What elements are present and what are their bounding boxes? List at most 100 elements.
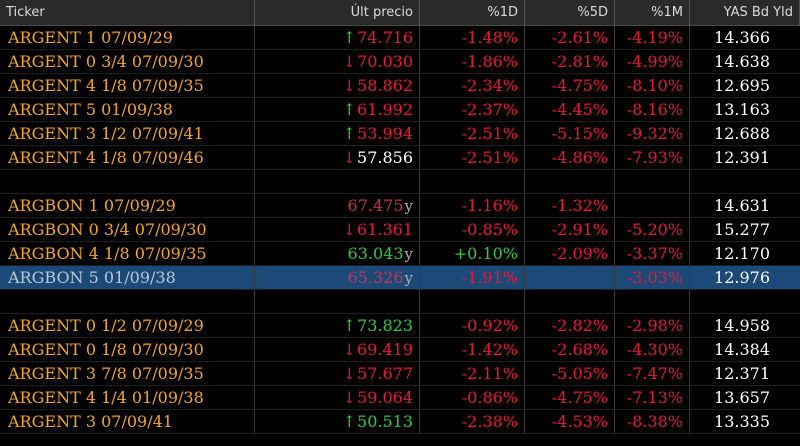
ticker-cell[interactable]: ARGBON 5 01/09/38 <box>0 266 255 289</box>
header-yas-bond-yield[interactable]: YAS Bd Yld <box>690 0 800 25</box>
empty-cell <box>690 290 800 313</box>
change-1d-cell: -1.86% <box>420 50 525 73</box>
change-5d-cell: -4.53% <box>525 410 615 433</box>
change-1d-cell: -2.51% <box>420 122 525 145</box>
change-1d-cell: -1.42% <box>420 338 525 361</box>
change-1m-cell: -7.93% <box>615 146 690 169</box>
yield-cell: 12.170 <box>714 244 770 263</box>
change-1d-cell: -0.86% <box>420 386 525 409</box>
price-cell: ↓ 69.419 <box>255 338 420 361</box>
ticker-cell[interactable]: ARGBON 0 3/4 07/09/30 <box>0 218 255 241</box>
header-ticker[interactable]: Ticker <box>0 0 255 25</box>
yield-cell: 14.638 <box>714 52 770 71</box>
down-arrow-icon: ↓ <box>342 52 357 71</box>
ticker-cell[interactable]: ARGENT 0 1/2 07/09/29 <box>0 314 255 337</box>
change-1m-cell: -4.99% <box>615 50 690 73</box>
change-1d-cell: -2.38% <box>420 410 525 433</box>
change-5d-cell: -5.05% <box>525 362 615 385</box>
change-1m-cell: -8.16% <box>615 98 690 121</box>
table-row[interactable]: ARGENT 0 1/8 07/09/30 ↓ 69.419 -1.42% -2.… <box>0 338 800 362</box>
change-1d-cell: -2.51% <box>420 146 525 169</box>
ticker-cell[interactable]: ARGENT 1 07/09/29 <box>0 26 255 49</box>
price-cell: ↓ 57.856 <box>255 146 420 169</box>
empty-cell <box>615 290 690 313</box>
ticker-cell[interactable]: ARGENT 0 1/8 07/09/30 <box>0 338 255 361</box>
empty-cell <box>690 170 800 193</box>
change-1m-cell: -7.47% <box>615 362 690 385</box>
price-cell: ↑ 73.823 <box>255 314 420 337</box>
change-1m-cell <box>615 194 690 217</box>
ticker-cell[interactable]: ARGENT 4 1/8 07/09/46 <box>0 146 255 169</box>
up-arrow-icon: ↑ <box>342 412 357 431</box>
header-change-1m[interactable]: %1M <box>615 0 690 25</box>
table-row[interactable]: ARGBON 0 3/4 07/09/30 ↓ 61.361 -0.85% -2.… <box>0 218 800 242</box>
empty-cell <box>255 290 420 313</box>
down-arrow-icon: ↓ <box>342 388 357 407</box>
ticker-cell[interactable]: ARGBON 1 07/09/29 <box>0 194 255 217</box>
down-arrow-icon: ↓ <box>342 148 357 167</box>
yield-cell: 13.657 <box>714 388 770 407</box>
ticker-cell[interactable]: ARGENT 4 1/4 01/09/38 <box>0 386 255 409</box>
change-5d-cell: -2.68% <box>525 338 615 361</box>
yield-cell: 13.163 <box>714 100 770 119</box>
up-arrow-icon: ↑ <box>342 28 357 47</box>
header-change-1d[interactable]: %1D <box>420 0 525 25</box>
header-last-price[interactable]: Últ precio <box>255 0 420 25</box>
price-cell: ↓ 61.361 <box>255 218 420 241</box>
change-1m-cell: -4.30% <box>615 338 690 361</box>
table-row[interactable]: ARGBON 4 1/8 07/09/35 63.043 y +0.10% -2.… <box>0 242 800 266</box>
table-row[interactable]: ARGENT 0 1/2 07/09/29 ↑ 73.823 -0.92% -2.… <box>0 314 800 338</box>
table-row[interactable]: ARGENT 3 7/8 07/09/35 ↓ 57.677 -2.11% -5.… <box>0 362 800 386</box>
price-cell: ↑ 50.513 <box>255 410 420 433</box>
ticker-cell[interactable]: ARGENT 3 1/2 07/09/41 <box>0 122 255 145</box>
change-1m-cell: -7.13% <box>615 386 690 409</box>
price-cell: ↑ 61.992 <box>255 98 420 121</box>
down-arrow-icon: ↓ <box>342 364 357 383</box>
change-5d-cell: -2.81% <box>525 50 615 73</box>
ticker-cell[interactable]: ARGENT 3 7/8 07/09/35 <box>0 362 255 385</box>
ticker-cell[interactable]: ARGBON 4 1/8 07/09/35 <box>0 242 255 265</box>
change-1d-cell: -0.85% <box>420 218 525 241</box>
table-row[interactable]: ARGBON 1 07/09/29 67.475 y -1.16% -1.32% … <box>0 194 800 218</box>
price-cell: ↓ 70.030 <box>255 50 420 73</box>
empty-cell <box>525 170 615 193</box>
change-1d-cell: +0.10% <box>420 242 525 265</box>
table-row[interactable]: ARGENT 5 01/09/38 ↑ 61.992 -2.37% -4.45% … <box>0 98 800 122</box>
empty-cell <box>255 170 420 193</box>
table-row[interactable]: ARGENT 1 07/09/29 ↑ 74.716 -1.48% -2.61% … <box>0 26 800 50</box>
group-separator-row <box>0 290 800 314</box>
table-row[interactable]: ARGENT 3 1/2 07/09/41 ↑ 53.994 -2.51% -5.… <box>0 122 800 146</box>
table-row-selected[interactable]: ARGBON 5 01/09/38 65.326 y -1.91% -3.03% … <box>0 266 800 290</box>
table-row[interactable]: ARGENT 4 1/8 07/09/46 ↓ 57.856 -2.51% -4.… <box>0 146 800 170</box>
table-row[interactable]: ARGENT 4 1/8 07/09/35 ↓ 58.862 -2.34% -4.… <box>0 74 800 98</box>
ticker-cell[interactable]: ARGENT 4 1/8 07/09/35 <box>0 74 255 97</box>
down-arrow-icon: ↓ <box>342 220 357 239</box>
empty-cell <box>615 170 690 193</box>
change-5d-cell: -4.75% <box>525 74 615 97</box>
table-row[interactable]: ARGENT 0 3/4 07/09/30 ↓ 70.030 -1.86% -2.… <box>0 50 800 74</box>
empty-cell <box>525 290 615 313</box>
price-cell: 65.326 y <box>255 266 420 289</box>
ticker-cell[interactable]: ARGENT 5 01/09/38 <box>0 98 255 121</box>
price-cell: ↑ 53.994 <box>255 122 420 145</box>
change-1d-cell: -1.48% <box>420 26 525 49</box>
yield-cell: 14.366 <box>714 28 770 47</box>
yield-cell: 12.391 <box>714 148 770 167</box>
price-cell: ↓ 58.862 <box>255 74 420 97</box>
down-arrow-icon: ↓ <box>342 340 357 359</box>
header-change-5d[interactable]: %5D <box>525 0 615 25</box>
ticker-cell[interactable]: ARGENT 0 3/4 07/09/30 <box>0 50 255 73</box>
change-1m-cell: -2.98% <box>615 314 690 337</box>
change-5d-cell: -4.45% <box>525 98 615 121</box>
change-1m-cell: -9.32% <box>615 122 690 145</box>
price-cell: ↓ 57.677 <box>255 362 420 385</box>
ticker-cell[interactable]: ARGENT 3 07/09/41 <box>0 410 255 433</box>
yield-cell: 12.688 <box>714 124 770 143</box>
table-row[interactable]: ARGENT 3 07/09/41 ↑ 50.513 -2.38% -4.53% … <box>0 410 800 434</box>
empty-cell <box>420 290 525 313</box>
price-cell: ↑ 74.716 <box>255 26 420 49</box>
column-header-row: Ticker Últ precio %1D %5D %1M YAS Bd Yld <box>0 0 800 26</box>
table-row[interactable]: ARGENT 4 1/4 01/09/38 ↓ 59.064 -0.86% -4.… <box>0 386 800 410</box>
up-arrow-icon: ↑ <box>342 124 357 143</box>
change-1m-cell: -8.38% <box>615 410 690 433</box>
